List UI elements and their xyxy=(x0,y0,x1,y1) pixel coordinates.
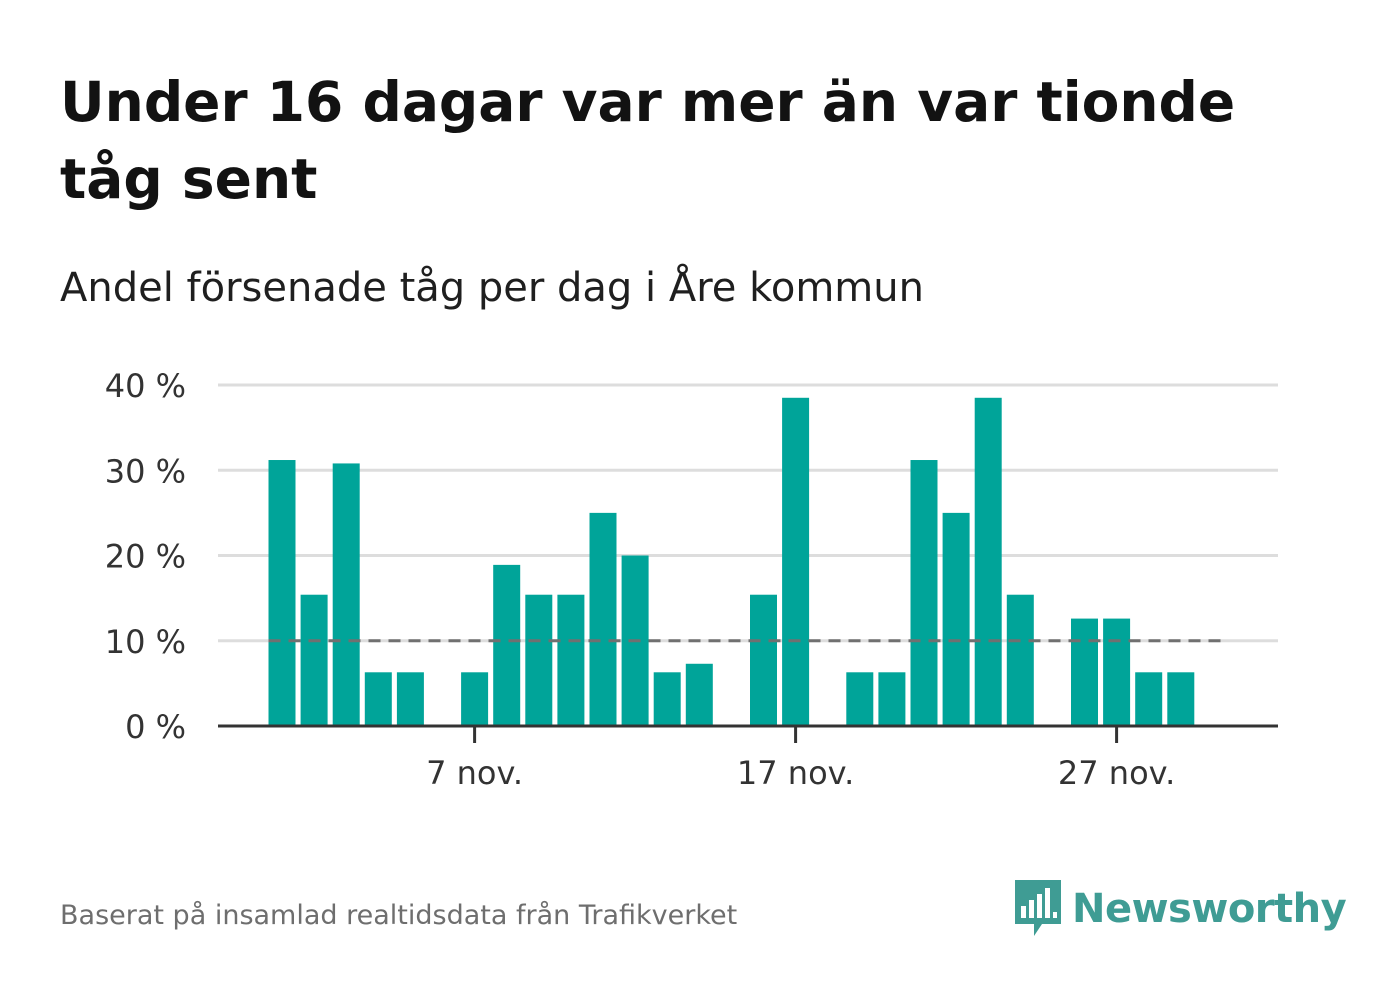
x-tick-label: 17 nov. xyxy=(737,754,854,792)
x-tick-label: 27 nov. xyxy=(1058,754,1175,792)
newsworthy-logo[interactable]: Newsworthy xyxy=(1012,878,1347,940)
bar xyxy=(782,397,810,726)
bar xyxy=(589,512,617,726)
bar xyxy=(461,672,489,726)
bar xyxy=(974,397,1002,726)
chart-subtitle: Andel försenade tåg per dag i Åre kommun xyxy=(60,265,924,311)
bar xyxy=(750,594,777,726)
axes: 0 % 10 % 20 % 30 % 40 % 7 nov. 17 nov. 27 nov. xyxy=(105,367,1278,792)
bar xyxy=(396,672,424,726)
brand-name: Newsworthy xyxy=(1072,886,1347,932)
bars xyxy=(268,397,1195,726)
bar xyxy=(300,594,328,726)
bar xyxy=(1006,594,1034,726)
y-tick-label: 0 % xyxy=(125,708,186,746)
bar xyxy=(364,672,392,726)
bar xyxy=(493,564,521,726)
y-tick-label: 10 % xyxy=(105,623,186,661)
bar xyxy=(525,594,553,726)
bar xyxy=(846,672,874,726)
bar xyxy=(685,663,713,726)
bar xyxy=(268,460,296,726)
bar xyxy=(1135,672,1163,726)
logo-bars-icon xyxy=(1015,880,1061,936)
bar xyxy=(557,594,585,726)
y-tick-label: 20 % xyxy=(105,538,186,576)
x-tick-label: 7 nov. xyxy=(426,754,523,792)
bar xyxy=(332,463,360,726)
bar xyxy=(878,672,906,726)
bar xyxy=(942,512,970,726)
bar xyxy=(1071,618,1098,726)
chart-title: Under 16 dagar var mer än var tionde tåg… xyxy=(60,70,1236,211)
bar xyxy=(1103,618,1131,726)
bar xyxy=(653,672,681,726)
y-tick-label: 30 % xyxy=(105,452,186,490)
y-tick-label: 40 % xyxy=(105,367,186,405)
bar xyxy=(910,460,938,726)
bar xyxy=(1167,672,1195,726)
gridlines xyxy=(218,383,1278,643)
source-note: Baserat på insamlad realtidsdata från Tr… xyxy=(60,900,738,931)
